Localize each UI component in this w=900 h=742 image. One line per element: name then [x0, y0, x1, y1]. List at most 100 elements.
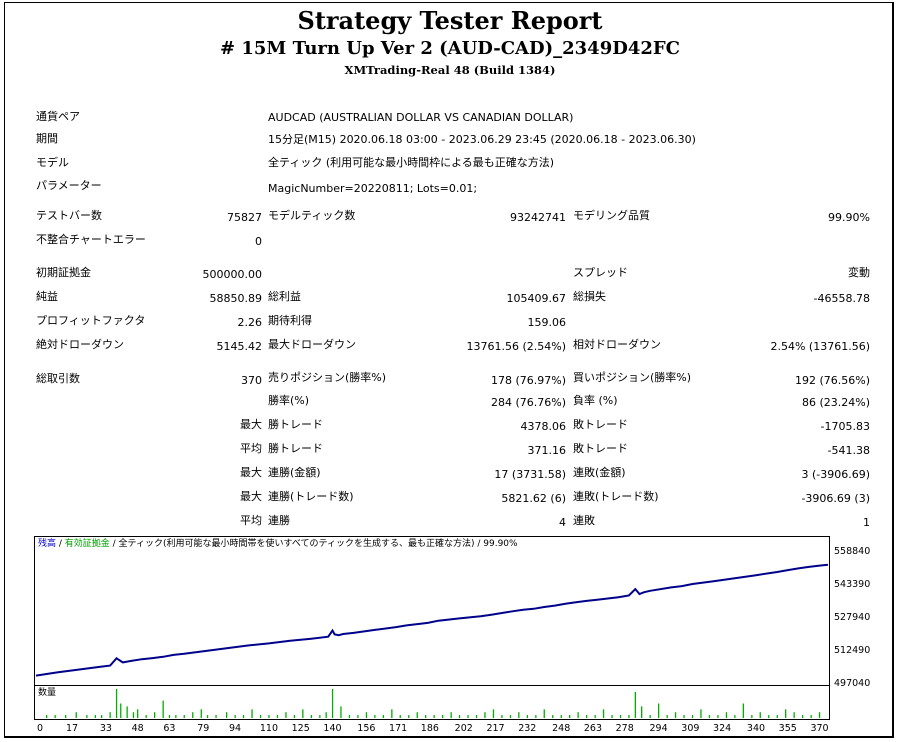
volume-bar [450, 712, 452, 718]
bars-value: 75827 [227, 211, 262, 224]
legend-balance: 残高 [38, 539, 57, 549]
x-tick-label: 186 [420, 723, 439, 734]
ticks-label: モデルティック数 [268, 209, 356, 222]
volume-bar [331, 689, 334, 718]
x-tick-label: 202 [454, 723, 473, 734]
x-tick-label: 125 [291, 723, 310, 734]
volume-bar [433, 715, 435, 718]
y-tick-label: 527940 [834, 612, 871, 623]
volume-bar [641, 706, 643, 718]
volume-bar [818, 712, 821, 718]
volume-bar [162, 700, 164, 718]
spread-label: スプレッド [573, 266, 628, 279]
volume-bar [391, 709, 393, 718]
max-win-trade-label: 勝トレード [268, 418, 323, 431]
avg-prefix-2: 平均 [240, 514, 262, 527]
x-tick-label: 48 [131, 723, 144, 734]
volume-bar [526, 715, 528, 718]
max-loss-trade-label: 敗トレード [573, 418, 628, 431]
volume-bar [569, 715, 571, 718]
report-subtitle: # 15M Turn Up Ver 2 (AUD-CAD)_2349D42FC [220, 38, 680, 59]
legend-separator: / [56, 539, 65, 549]
win-rate-value: 284 (76.76%) [490, 396, 566, 409]
x-tick-label: 94 [229, 723, 242, 734]
bars-label: テストバー数 [36, 209, 102, 222]
cons-profit-label: 連勝(トレード数) [268, 490, 354, 503]
x-tick-label: 140 [323, 723, 342, 734]
volume-bar [374, 715, 376, 718]
x-tick-label: 324 [713, 723, 732, 734]
volume-bar [120, 703, 122, 718]
setting-value-symbol: AUDCAD (AUSTRALIAN DOLLAR VS CANADIAN DO… [268, 111, 574, 124]
max-drawdown-label: 最大ドローダウン [268, 338, 356, 351]
volume-bar [75, 712, 77, 718]
y-tick-label: 543390 [834, 579, 871, 590]
net-profit-value: 58850.89 [209, 292, 263, 305]
volume-bar [215, 715, 217, 718]
setting-label-period: 期間 [36, 132, 58, 145]
gross-profit-value: 105409.67 [506, 292, 567, 305]
y-tick-label: 558840 [834, 546, 871, 557]
volume-bar [742, 703, 744, 718]
volume-bar [602, 709, 605, 718]
volume-bar [708, 715, 711, 718]
gross-profit-label: 総利益 [268, 290, 301, 303]
volume-bar [259, 715, 262, 718]
volume-bar [725, 712, 728, 718]
avg-cons-losses-value: 1 [863, 516, 870, 529]
loss-rate-value: 86 (23.24%) [801, 396, 870, 409]
volume-bar [408, 715, 410, 718]
quality-value: 99.90% [828, 211, 870, 224]
cons-losses-amount-label: 連敗(金額) [573, 466, 626, 479]
volume-bar [251, 709, 253, 718]
max-prefix-2: 最大 [240, 466, 262, 479]
volume-bar [357, 715, 359, 718]
volume-bar [700, 709, 702, 718]
x-tick-label: 355 [778, 723, 797, 734]
avg-win-trade-value: 371.16 [527, 444, 567, 457]
deposit-value: 500000.00 [202, 268, 263, 281]
volume-bar [586, 715, 588, 718]
x-tick-label: 370 [810, 723, 829, 734]
avg-win-trade-label: 勝トレード [268, 442, 323, 455]
volume-bar [54, 715, 56, 718]
volume-bar [145, 715, 147, 718]
volume-bar [242, 715, 245, 718]
volume-bar [802, 715, 804, 718]
x-tick-label: 110 [259, 723, 279, 734]
max-drawdown-value: 13761.56 (2.54%) [466, 340, 566, 353]
volume-bar [175, 715, 177, 718]
volume-bar [484, 712, 486, 718]
volume-bar [785, 709, 787, 718]
balance-line [35, 563, 829, 677]
x-tick-label: 0 [36, 723, 44, 734]
max-prefix-1: 最大 [240, 418, 262, 431]
volume-bar [442, 715, 444, 718]
volume-bar [310, 715, 312, 718]
volume-label: 数量 [38, 688, 57, 698]
x-tick-label: 340 [746, 723, 766, 734]
abs-drawdown-label: 絶対ドローダウン [36, 338, 124, 351]
spread-value: 変動 [848, 266, 870, 279]
volume-bar [776, 715, 778, 718]
setting-value-period: 15分足(M15) 2020.06.18 03:00 - 2023.06.29 … [268, 133, 696, 146]
avg-prefix-1: 平均 [240, 442, 262, 455]
volume-bar [717, 715, 719, 718]
volume-bar [226, 712, 228, 718]
volume-bar [611, 715, 613, 718]
volume-bar [399, 715, 401, 718]
server-info: XMTrading-Real 48 (Build 1384) [344, 63, 556, 77]
setting-value-model: 全ティック (利用可能な最小時間枠による最も正確な方法) [268, 156, 555, 169]
long-positions-value: 192 (76.56%) [794, 374, 870, 387]
volume-bar [751, 715, 753, 718]
volume-bar [137, 709, 139, 718]
net-profit-label: 純益 [36, 290, 58, 303]
volume-bar [200, 709, 202, 718]
x-tick-label: 156 [357, 723, 376, 734]
legend-equity: 有効証拠金 [64, 539, 110, 549]
rel-drawdown-value: 2.54% (13761.56) [770, 340, 870, 353]
volume-bar [501, 715, 503, 718]
volume-bar [65, 715, 67, 718]
cons-loss-label: 連敗(トレード数) [573, 490, 659, 503]
